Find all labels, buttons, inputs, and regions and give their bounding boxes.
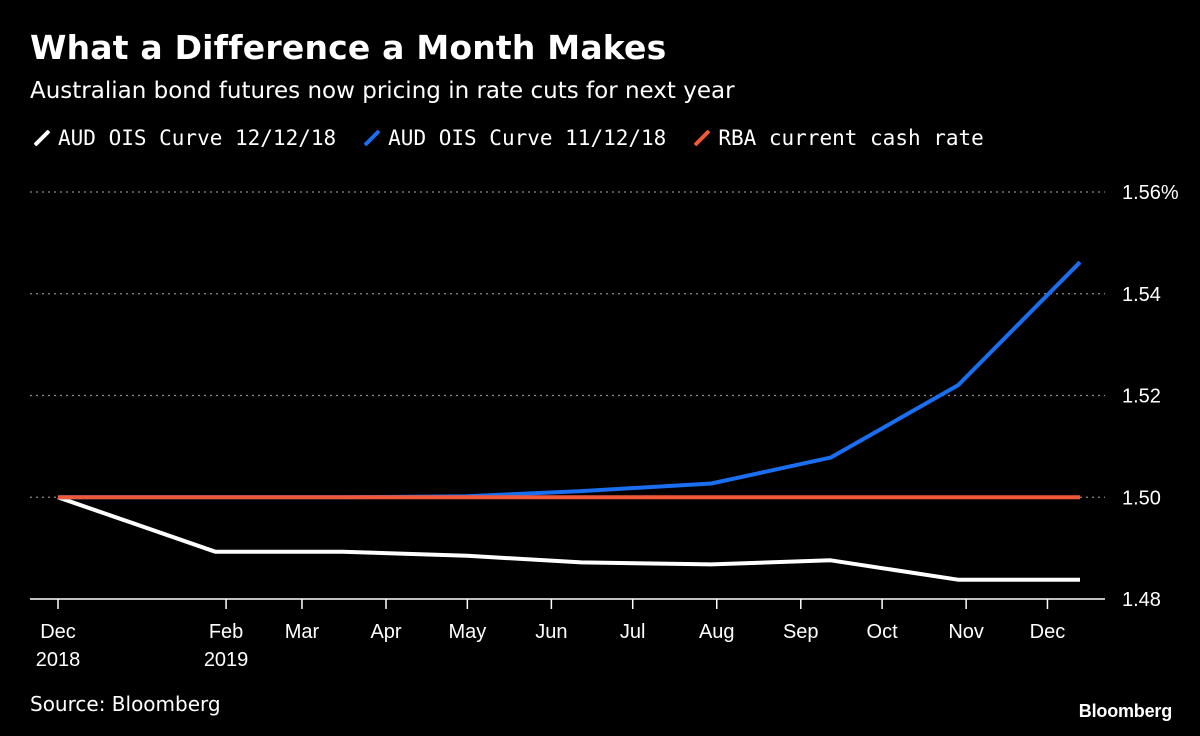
- bloomberg-logo: Bloomberg: [1078, 701, 1172, 721]
- source-note: Source: Bloomberg: [30, 692, 221, 716]
- x-tick-label: Apr: [370, 621, 401, 643]
- chart-title: What a Difference a Month Makes: [30, 28, 667, 67]
- y-tick-label: 1.54: [1122, 284, 1161, 306]
- x-tick-label: Sep: [783, 621, 819, 643]
- x-tick-label: Oct: [867, 621, 899, 643]
- x-tick-label: May: [448, 621, 486, 643]
- grid-lines: [30, 191, 1105, 498]
- x-tick-label: Jun: [535, 621, 567, 643]
- legend-label: AUD OIS Curve 11/12/18: [388, 126, 667, 150]
- y-tick-label: 1.52: [1122, 386, 1161, 408]
- legend-item-ois-12-12-18: AUD OIS Curve 12/12/18: [33, 126, 337, 150]
- x-tick-label: Nov: [948, 621, 984, 643]
- x-tick-label: Feb: [209, 621, 243, 643]
- legend-item-rba-cash-rate: RBA current cash rate: [693, 126, 984, 150]
- series-line-0: [57, 495, 1080, 582]
- x-tick-label: Dec: [40, 621, 76, 643]
- x-tick-label: Aug: [699, 621, 735, 643]
- legend-label: AUD OIS Curve 12/12/18: [58, 126, 337, 150]
- x-tick-label: Mar: [285, 621, 320, 643]
- x-tick-label-year: 2019: [204, 649, 249, 671]
- x-axis-labels: Dec 2018 Feb 2019 Mar Apr May Jun Jul Aug Sep Oct No…: [36, 621, 1066, 671]
- legend-item-ois-11-12-18: AUD OIS Curve 11/12/18: [363, 126, 667, 150]
- y-axis-labels: 1.48 1.50 1.52 1.54 1.56%: [1122, 182, 1179, 611]
- y-tick-label: 1.56%: [1122, 182, 1179, 204]
- y-tick-label: 1.48: [1122, 589, 1161, 611]
- x-tick-label: Jul: [620, 621, 646, 643]
- legend-label: RBA current cash rate: [718, 126, 984, 150]
- y-tick-label: 1.50: [1122, 487, 1161, 509]
- series-line-1: [58, 260, 1082, 500]
- series-lines: [57, 260, 1082, 582]
- x-axis: [30, 598, 1105, 609]
- x-tick-label-year: 2018: [36, 649, 81, 671]
- legend: AUD OIS Curve 12/12/18 AUD OIS Curve 11/…: [33, 126, 1018, 150]
- chart-subtitle: Australian bond futures now pricing in r…: [30, 78, 735, 104]
- x-tick-label: Dec: [1030, 621, 1066, 643]
